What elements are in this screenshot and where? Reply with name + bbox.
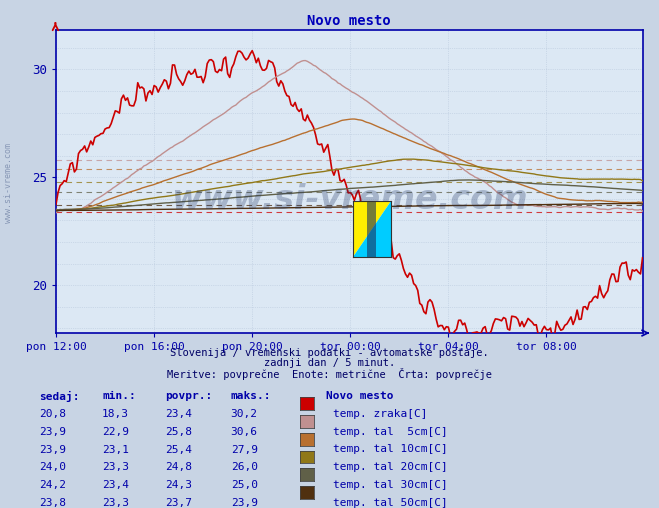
Text: 23,3: 23,3	[102, 462, 129, 472]
Polygon shape	[367, 201, 376, 257]
Text: 23,7: 23,7	[165, 498, 192, 508]
Text: 23,1: 23,1	[102, 444, 129, 455]
Text: 25,0: 25,0	[231, 480, 258, 490]
Title: Novo mesto: Novo mesto	[307, 14, 391, 28]
Text: temp. tal 50cm[C]: temp. tal 50cm[C]	[333, 498, 447, 508]
Text: www.si-vreme.com: www.si-vreme.com	[171, 183, 528, 216]
Text: temp. tal 10cm[C]: temp. tal 10cm[C]	[333, 444, 447, 455]
Polygon shape	[353, 201, 391, 257]
Text: sedaj:: sedaj:	[40, 391, 80, 402]
Text: min.:: min.:	[102, 391, 136, 401]
Text: temp. tal 30cm[C]: temp. tal 30cm[C]	[333, 480, 447, 490]
Text: povpr.:: povpr.:	[165, 391, 212, 401]
Text: 24,3: 24,3	[165, 480, 192, 490]
Text: 18,3: 18,3	[102, 409, 129, 419]
Text: 23,8: 23,8	[40, 498, 67, 508]
Text: 22,9: 22,9	[102, 427, 129, 437]
Text: 24,8: 24,8	[165, 462, 192, 472]
Text: 23,3: 23,3	[102, 498, 129, 508]
Text: 23,9: 23,9	[40, 444, 67, 455]
Text: 23,9: 23,9	[231, 498, 258, 508]
Text: maks.:: maks.:	[231, 391, 271, 401]
Text: Novo mesto: Novo mesto	[326, 391, 393, 401]
Text: 25,8: 25,8	[165, 427, 192, 437]
Text: Slovenija / vremenski podatki - avtomatske postaje.: Slovenija / vremenski podatki - avtomats…	[170, 348, 489, 358]
Text: 24,2: 24,2	[40, 480, 67, 490]
Text: 30,2: 30,2	[231, 409, 258, 419]
Text: 27,9: 27,9	[231, 444, 258, 455]
Text: 25,4: 25,4	[165, 444, 192, 455]
Text: 24,0: 24,0	[40, 462, 67, 472]
Polygon shape	[353, 201, 391, 257]
Text: 20,8: 20,8	[40, 409, 67, 419]
Text: zadnji dan / 5 minut.: zadnji dan / 5 minut.	[264, 358, 395, 368]
Text: 30,6: 30,6	[231, 427, 258, 437]
Text: temp. tal  5cm[C]: temp. tal 5cm[C]	[333, 427, 447, 437]
Text: 23,4: 23,4	[102, 480, 129, 490]
Text: 26,0: 26,0	[231, 462, 258, 472]
Text: temp. zraka[C]: temp. zraka[C]	[333, 409, 427, 419]
Text: Meritve: povprečne  Enote: metrične  Črta: povprečje: Meritve: povprečne Enote: metrične Črta:…	[167, 368, 492, 380]
Text: temp. tal 20cm[C]: temp. tal 20cm[C]	[333, 462, 447, 472]
Text: 23,4: 23,4	[165, 409, 192, 419]
Text: 23,9: 23,9	[40, 427, 67, 437]
Text: www.si-vreme.com: www.si-vreme.com	[4, 143, 13, 223]
